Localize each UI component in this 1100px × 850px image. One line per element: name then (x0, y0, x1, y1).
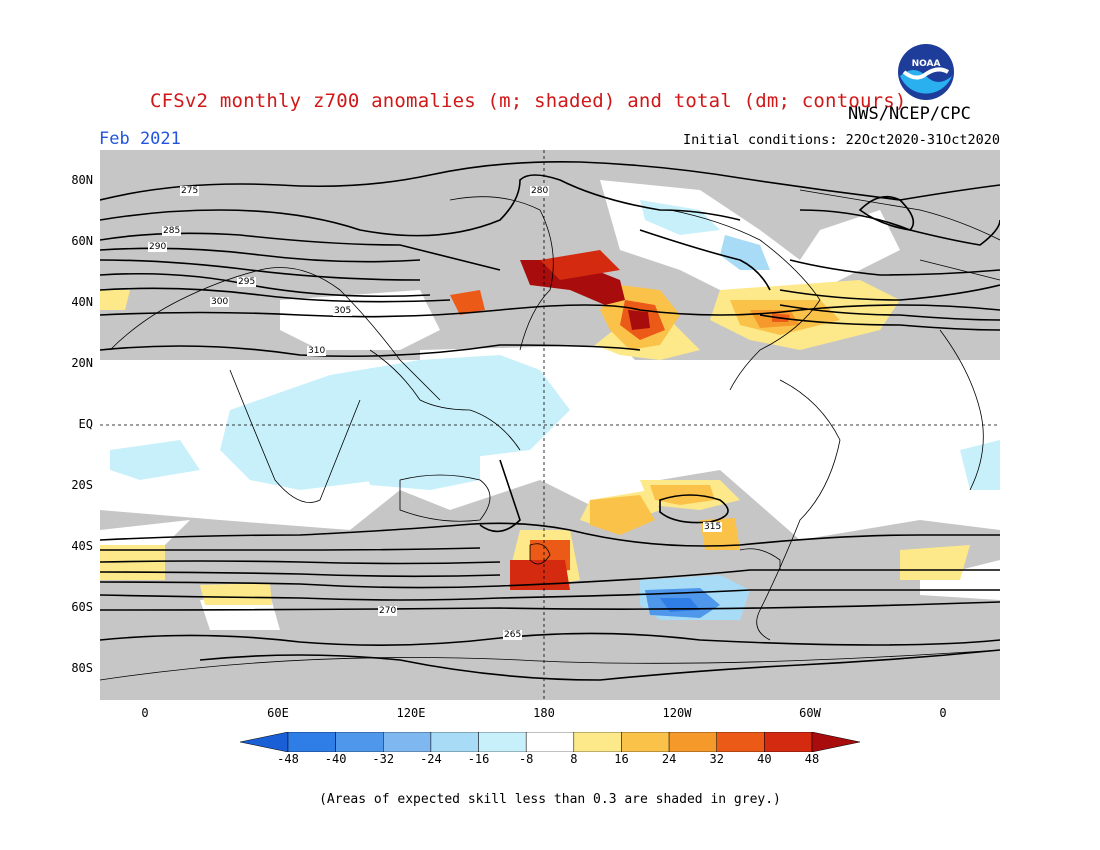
lat-label: 20N (71, 356, 93, 370)
contour-label: 270 (378, 606, 398, 616)
height-contours (100, 160, 1000, 681)
z700-anomaly-map (100, 150, 1000, 700)
logo-text: NOAA (912, 59, 941, 69)
contour-label: 265 (503, 630, 523, 640)
lat-label: 40S (71, 539, 93, 553)
contour-label: 280 (530, 186, 550, 196)
lon-label: 60W (799, 706, 821, 720)
chart-title: CFSv2 monthly z700 anomalies (m; shaded)… (150, 90, 907, 112)
colorbar-label: 40 (757, 752, 772, 766)
forecast-month: Feb 2021 (99, 129, 181, 149)
colorbar-swatch (668, 732, 717, 752)
colorbar-label: 32 (709, 752, 724, 766)
lat-label: 60S (71, 600, 93, 614)
contour-label: 310 (307, 346, 327, 356)
colorbar-label: 16 (614, 752, 629, 766)
lon-label: 60E (267, 706, 289, 720)
lon-label: 120E (396, 706, 426, 720)
organization-label: NWS/NCEP/CPC (848, 104, 971, 124)
contour-label: 300 (210, 297, 230, 307)
colorbar-swatch (525, 732, 575, 752)
colorbar-swatch (716, 732, 765, 752)
lon-label: 0 (141, 706, 149, 720)
contour-label: 295 (237, 277, 257, 287)
colorbar-label: -16 (467, 752, 490, 766)
colorbar-swatch (478, 732, 527, 752)
lat-label: EQ (78, 417, 93, 431)
skill-footnote: (Areas of expected skill less than 0.3 a… (319, 792, 781, 807)
lon-label: 0 (939, 706, 947, 720)
colorbar-label: -8 (518, 752, 534, 766)
colorbar-swatch (287, 732, 336, 752)
colorbar-label: 48 (804, 752, 820, 766)
contour-label: 275 (180, 186, 200, 196)
colorbar (240, 732, 860, 752)
colorbar-label: 24 (661, 752, 677, 766)
lat-label: 60N (71, 234, 93, 248)
colorbar-swatch (335, 732, 384, 752)
noaa-logo: NOAA (898, 44, 954, 100)
colorbar-swatch (240, 732, 289, 752)
contour-label: 305 (333, 306, 353, 316)
lat-label: 40N (71, 295, 93, 309)
contour-label: 315 (703, 522, 723, 532)
lon-label: 120W (662, 706, 692, 720)
colorbar-swatch (430, 732, 479, 752)
contour-label: 290 (148, 242, 168, 252)
colorbar-swatch (573, 732, 622, 752)
colorbar-label: -24 (420, 752, 442, 766)
colorbar-label: -48 (277, 752, 299, 766)
lat-label: 80N (71, 173, 93, 187)
colorbar-label: -32 (372, 752, 395, 766)
colorbar-swatch (383, 732, 432, 752)
colorbar-swatch (764, 732, 813, 752)
initial-conditions: Initial conditions: 22Oct2020-31Oct2020 (683, 132, 1000, 148)
contour-label: 285 (162, 226, 182, 236)
colorbar-swatch (621, 732, 670, 752)
coastlines (100, 189, 1000, 681)
lat-label: 80S (71, 661, 93, 675)
colorbar-label: 8 (570, 752, 578, 766)
colorbar-swatch (811, 732, 860, 752)
lat-label: 20S (71, 478, 93, 492)
lon-label: 180 (533, 706, 555, 720)
colorbar-label: -40 (324, 752, 347, 766)
anomaly-shading (100, 180, 1000, 630)
